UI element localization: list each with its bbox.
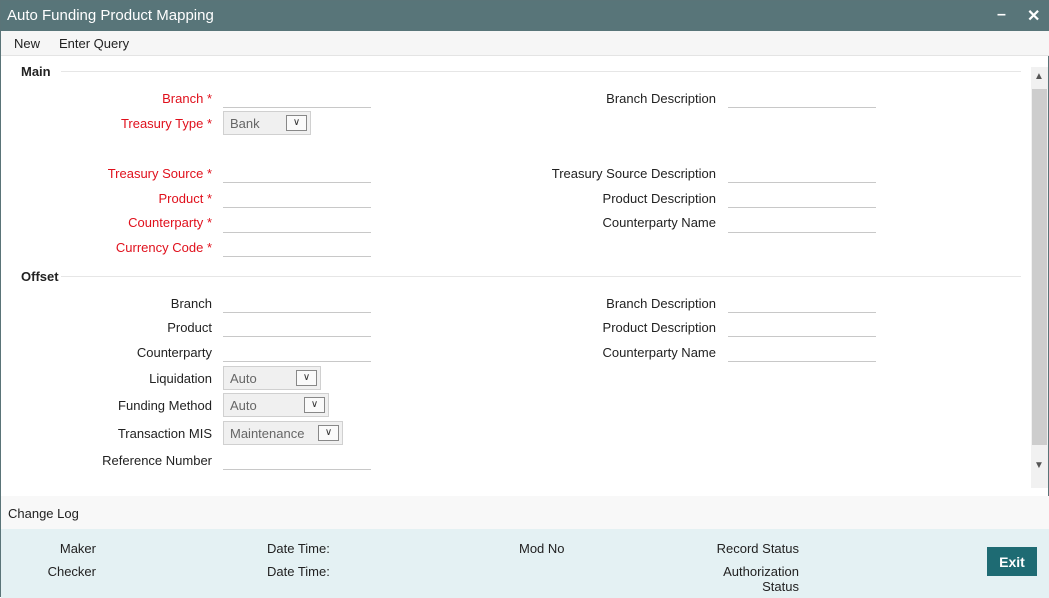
required-marker: * [206,91,212,106]
treasury-source-description-input[interactable] [728,163,876,183]
authorization-status-label: Authorization [723,564,799,579]
treasury-source-input[interactable] [223,163,371,183]
checker-label: Checker [47,564,96,579]
select-value: Maintenance [230,426,305,441]
chevron-down-icon: ∨ [318,425,339,441]
label-text: Currency Code [115,240,204,255]
offset-counterparty-name-input[interactable] [728,342,876,362]
funding-method-label: Funding Method [118,398,212,413]
treasury-source-description-label: Treasury Source Description [551,166,716,181]
change-log-link[interactable]: Change Log [8,506,79,521]
offset-product-description-input[interactable] [728,317,876,337]
counterparty-name-label: Counterparty Name [602,215,716,230]
exit-button[interactable]: Exit [987,547,1037,576]
scroll-up-icon[interactable]: ▲ [1034,71,1044,82]
offset-product-description-label: Product Description [602,320,716,335]
required-marker: * [206,215,212,230]
treasury-type-label: Treasury Type * [41,116,212,131]
product-label: Product * [41,191,213,206]
reference-number-input[interactable] [223,450,371,470]
offset-product-input[interactable] [223,317,371,337]
label-text: Counterparty [128,215,204,230]
offset-counterparty-name-label: Counterparty Name [602,345,716,360]
liquidation-label: Liquidation [149,371,212,386]
required-marker: * [206,116,212,131]
currency-code-label: Currency Code * [41,240,212,255]
select-value: Bank [230,116,260,131]
offset-branch-description-label: Branch Description [606,296,716,311]
mod-no-label: Mod No [519,541,565,556]
chevron-down-icon: ∨ [304,397,325,413]
required-marker: * [206,240,212,255]
offset-section-title: Offset [21,269,59,284]
required-marker: * [206,166,212,181]
select-value: Auto [230,371,257,386]
product-input[interactable] [223,188,371,208]
offset-counterparty-input[interactable] [223,342,371,362]
window-title: Auto Funding Product Mapping [7,7,214,24]
product-description-input[interactable] [728,188,876,208]
main-section-title: Main [21,64,51,79]
treasury-source-label: Treasury Source * [41,166,212,181]
chevron-down-icon: ∨ [296,370,317,386]
liquidation-select[interactable]: Auto ∨ [223,366,321,390]
label-text: Treasury Source [107,166,204,181]
offset-counterparty-label: Counterparty [136,345,212,360]
transaction-mis-select[interactable]: Maintenance ∨ [223,421,343,445]
change-log-bar: Change Log [1,496,1049,529]
offset-branch-label: Branch [170,296,212,311]
minimize-button[interactable]: – [997,6,1006,23]
reference-number-label: Reference Number [102,453,212,468]
offset-branch-input[interactable] [223,293,371,313]
toolbar: New Enter Query [1,31,1049,56]
label-text: Treasury Type [120,116,204,131]
close-button[interactable]: ✕ [1027,8,1041,25]
required-marker: * [206,191,212,206]
scroll-down-icon[interactable]: ▼ [1034,460,1044,471]
transaction-mis-label: Transaction MIS [117,426,212,441]
product-description-label: Product Description [602,191,716,206]
title-bar: Auto Funding Product Mapping – ✕ [1,1,1049,31]
audit-footer: Maker Checker Date Time: Date Time: Mod … [1,529,1049,598]
authorization-status-label-2: Status [762,579,799,594]
divider [61,276,1021,277]
branch-description-label: Branch Description [606,91,716,106]
divider [61,71,1021,72]
checker-date-time-label: Date Time: [267,564,330,579]
counterparty-label: Counterparty * [41,215,212,230]
label-text: Branch [162,91,204,106]
select-value: Auto [230,398,257,413]
funding-method-select[interactable]: Auto ∨ [223,393,329,417]
branch-description-input[interactable] [728,88,876,108]
new-button[interactable]: New [14,36,41,51]
label-text: Product [158,191,204,206]
enter-query-button[interactable]: Enter Query [59,36,130,51]
currency-code-input[interactable] [223,237,371,257]
record-status-label: Record Status [716,541,799,556]
branch-input[interactable] [223,88,371,108]
branch-label: Branch * [41,91,212,106]
chevron-down-icon: ∨ [286,115,307,131]
offset-product-label: Product [167,320,212,335]
scrollbar-thumb[interactable] [1032,89,1047,445]
offset-branch-description-input[interactable] [728,293,876,313]
counterparty-input[interactable] [223,213,371,233]
treasury-type-select[interactable]: Bank ∨ [223,111,311,135]
maker-date-time-label: Date Time: [267,541,330,556]
counterparty-name-input[interactable] [728,213,876,233]
maker-label: Maker [59,541,96,556]
